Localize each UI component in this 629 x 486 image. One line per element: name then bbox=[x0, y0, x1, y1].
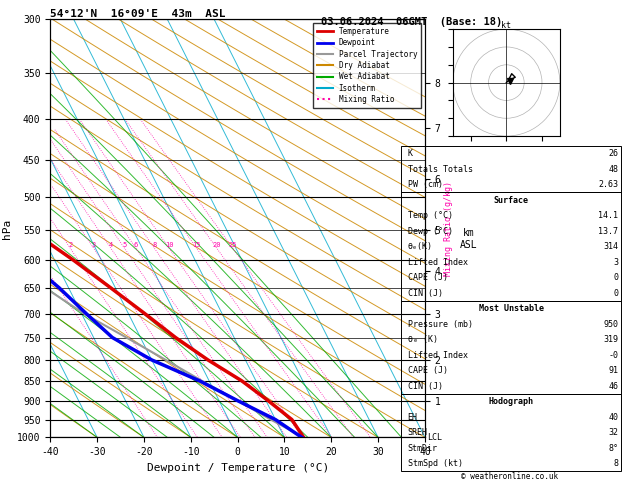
Text: 2.63: 2.63 bbox=[598, 180, 618, 189]
Text: LCL: LCL bbox=[427, 433, 442, 442]
Text: 6: 6 bbox=[134, 243, 138, 248]
Text: Mixing Ratio (g/kg): Mixing Ratio (g/kg) bbox=[443, 181, 453, 276]
Text: Totals Totals: Totals Totals bbox=[408, 165, 472, 174]
Text: © weatheronline.co.uk: © weatheronline.co.uk bbox=[461, 472, 558, 481]
Y-axis label: km
ASL: km ASL bbox=[460, 228, 477, 250]
Text: 14.1: 14.1 bbox=[598, 211, 618, 220]
Text: Pressure (mb): Pressure (mb) bbox=[408, 320, 472, 329]
Text: θₑ (K): θₑ (K) bbox=[408, 335, 438, 344]
Text: 20: 20 bbox=[213, 243, 221, 248]
Text: 26: 26 bbox=[608, 149, 618, 158]
Text: 950: 950 bbox=[603, 320, 618, 329]
Legend: Temperature, Dewpoint, Parcel Trajectory, Dry Adiabat, Wet Adiabat, Isotherm, Mi: Temperature, Dewpoint, Parcel Trajectory… bbox=[313, 23, 421, 107]
Text: 25: 25 bbox=[228, 243, 237, 248]
Text: 8: 8 bbox=[613, 459, 618, 468]
Text: 2: 2 bbox=[68, 243, 72, 248]
Text: Hodograph: Hodograph bbox=[489, 397, 534, 406]
Text: Surface: Surface bbox=[494, 195, 529, 205]
Text: Most Unstable: Most Unstable bbox=[479, 304, 544, 313]
Y-axis label: hPa: hPa bbox=[1, 218, 11, 239]
Text: Lifted Index: Lifted Index bbox=[408, 350, 467, 360]
Text: EH: EH bbox=[408, 413, 418, 422]
Text: StmDir: StmDir bbox=[408, 444, 438, 452]
Text: 0: 0 bbox=[613, 289, 618, 297]
Text: 4: 4 bbox=[109, 243, 113, 248]
Text: 8°: 8° bbox=[608, 444, 618, 452]
Text: StmSpd (kt): StmSpd (kt) bbox=[408, 459, 462, 468]
Text: Dewp (°C): Dewp (°C) bbox=[408, 226, 453, 236]
X-axis label: Dewpoint / Temperature (°C): Dewpoint / Temperature (°C) bbox=[147, 463, 329, 473]
Text: 91: 91 bbox=[608, 366, 618, 375]
Text: 3: 3 bbox=[92, 243, 96, 248]
Text: -0: -0 bbox=[608, 350, 618, 360]
Text: K: K bbox=[408, 149, 413, 158]
Text: 54°12'N  16°09'E  43m  ASL: 54°12'N 16°09'E 43m ASL bbox=[50, 9, 226, 18]
Text: 10: 10 bbox=[165, 243, 174, 248]
Text: 15: 15 bbox=[192, 243, 201, 248]
Text: 319: 319 bbox=[603, 335, 618, 344]
Text: 32: 32 bbox=[608, 428, 618, 437]
Text: 46: 46 bbox=[608, 382, 618, 391]
Text: 5: 5 bbox=[123, 243, 126, 248]
Text: Lifted Index: Lifted Index bbox=[408, 258, 467, 267]
Text: CAPE (J): CAPE (J) bbox=[408, 273, 448, 282]
Text: θₑ(K): θₑ(K) bbox=[408, 242, 433, 251]
Text: 8: 8 bbox=[152, 243, 157, 248]
X-axis label: kt: kt bbox=[501, 21, 511, 30]
Text: 03.06.2024  06GMT  (Base: 18): 03.06.2024 06GMT (Base: 18) bbox=[321, 17, 503, 27]
Text: 3: 3 bbox=[613, 258, 618, 267]
Text: PW (cm): PW (cm) bbox=[408, 180, 443, 189]
Text: 40: 40 bbox=[608, 413, 618, 422]
Text: CIN (J): CIN (J) bbox=[408, 382, 443, 391]
Text: 314: 314 bbox=[603, 242, 618, 251]
Text: 48: 48 bbox=[608, 165, 618, 174]
Text: 0: 0 bbox=[613, 273, 618, 282]
Text: CIN (J): CIN (J) bbox=[408, 289, 443, 297]
Text: Temp (°C): Temp (°C) bbox=[408, 211, 453, 220]
Text: SREH: SREH bbox=[408, 428, 428, 437]
Text: 13.7: 13.7 bbox=[598, 226, 618, 236]
Text: CAPE (J): CAPE (J) bbox=[408, 366, 448, 375]
